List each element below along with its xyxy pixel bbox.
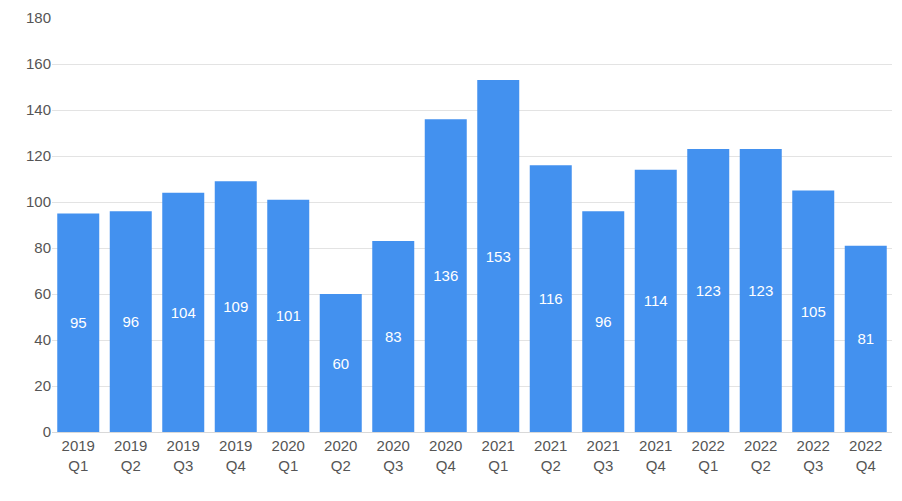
svg-text:60: 60 xyxy=(34,285,51,302)
svg-text:109: 109 xyxy=(223,298,248,315)
svg-text:2022Q3: 2022Q3 xyxy=(797,437,830,474)
svg-text:2019Q2: 2019Q2 xyxy=(114,437,147,474)
svg-text:2019Q3: 2019Q3 xyxy=(167,437,200,474)
svg-text:105: 105 xyxy=(801,303,826,320)
svg-text:2020Q2: 2020Q2 xyxy=(324,437,357,474)
svg-text:2020Q3: 2020Q3 xyxy=(377,437,410,474)
svg-text:0: 0 xyxy=(43,423,51,440)
svg-text:2021Q1: 2021Q1 xyxy=(482,437,515,474)
svg-text:2019Q1: 2019Q1 xyxy=(62,437,95,474)
svg-text:100: 100 xyxy=(26,193,51,210)
svg-text:180: 180 xyxy=(26,9,51,26)
svg-text:2021Q2: 2021Q2 xyxy=(534,437,567,474)
svg-text:123: 123 xyxy=(696,282,721,299)
svg-text:81: 81 xyxy=(857,330,874,347)
svg-text:120: 120 xyxy=(26,147,51,164)
svg-text:2020Q4: 2020Q4 xyxy=(429,437,462,474)
svg-text:2022Q2: 2022Q2 xyxy=(744,437,777,474)
svg-text:153: 153 xyxy=(486,248,511,265)
svg-text:2020Q1: 2020Q1 xyxy=(272,437,305,474)
svg-text:160: 160 xyxy=(26,55,51,72)
svg-text:140: 140 xyxy=(26,101,51,118)
svg-text:40: 40 xyxy=(34,331,51,348)
svg-text:114: 114 xyxy=(644,292,668,309)
svg-text:2019Q4: 2019Q4 xyxy=(219,437,252,474)
svg-text:104: 104 xyxy=(171,304,196,321)
svg-text:96: 96 xyxy=(122,313,139,330)
svg-text:95: 95 xyxy=(70,314,87,331)
svg-text:123: 123 xyxy=(748,282,773,299)
svg-text:2022Q1: 2022Q1 xyxy=(692,437,725,474)
svg-text:83: 83 xyxy=(385,328,402,345)
svg-text:2021Q4: 2021Q4 xyxy=(639,437,672,474)
svg-text:2021Q3: 2021Q3 xyxy=(587,437,620,474)
svg-text:20: 20 xyxy=(34,377,51,394)
svg-text:80: 80 xyxy=(34,239,51,256)
svg-text:136: 136 xyxy=(433,267,458,284)
svg-text:60: 60 xyxy=(332,355,349,372)
svg-text:101: 101 xyxy=(276,307,301,324)
svg-text:116: 116 xyxy=(539,290,563,307)
svg-text:2022Q4: 2022Q4 xyxy=(849,437,882,474)
svg-text:96: 96 xyxy=(595,313,612,330)
